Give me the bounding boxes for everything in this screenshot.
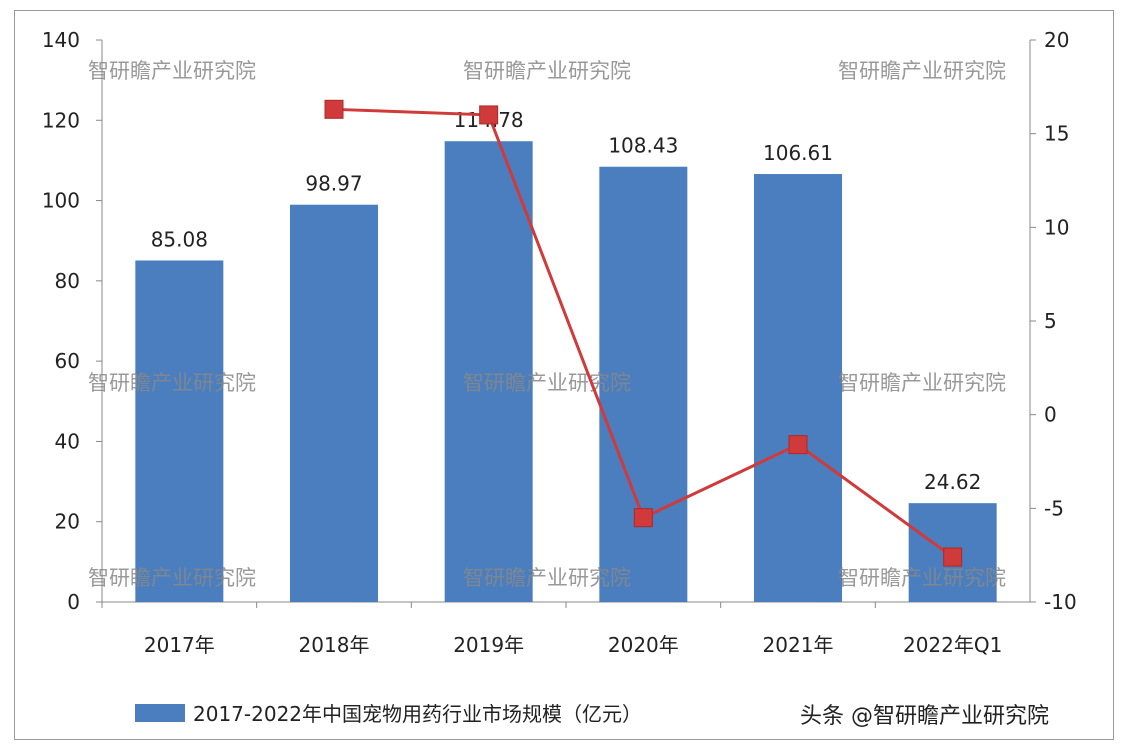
x-tick-label: 2021年 bbox=[763, 633, 834, 657]
bar-data-label: 24.62 bbox=[924, 470, 981, 494]
bar bbox=[444, 141, 533, 602]
line-marker bbox=[324, 99, 344, 119]
bar bbox=[754, 174, 842, 603]
right-tick-label: 15 bbox=[1044, 122, 1069, 146]
footer-watermark: 头条 @智研瞻产业研究院 bbox=[800, 704, 1049, 729]
x-tick-label: 2022年Q1 bbox=[903, 633, 1002, 657]
chart-frame bbox=[14, 10, 1114, 740]
left-tick-label: 20 bbox=[55, 510, 80, 534]
right-tick-label: 10 bbox=[1044, 215, 1069, 239]
watermark-text: 智研瞻产业研究院 bbox=[463, 59, 631, 83]
right-tick-label: -5 bbox=[1044, 496, 1064, 520]
left-tick-label: 100 bbox=[42, 189, 80, 213]
x-tick-label: 2017年 bbox=[144, 633, 215, 657]
right-tick-label: -10 bbox=[1044, 590, 1077, 614]
x-tick-label: 2020年 bbox=[608, 633, 679, 657]
left-tick-label: 60 bbox=[55, 349, 80, 373]
bar bbox=[135, 260, 224, 602]
legend-swatch-bar bbox=[135, 703, 185, 722]
watermark-text: 智研瞻产业研究院 bbox=[838, 566, 1006, 590]
right-tick-label: 20 bbox=[1044, 28, 1069, 52]
legend: 2017-2022年中国宠物用药行业市场规模（亿元） bbox=[135, 698, 642, 727]
watermark-text: 智研瞻产业研究院 bbox=[88, 566, 256, 590]
x-tick-label: 2018年 bbox=[299, 633, 370, 657]
line-marker bbox=[943, 547, 963, 567]
legend-label-bar: 2017-2022年中国宠物用药行业市场规模（亿元） bbox=[193, 702, 643, 726]
bar bbox=[599, 166, 688, 602]
left-tick-label: 80 bbox=[55, 269, 80, 293]
bar-data-label: 106.61 bbox=[763, 141, 833, 165]
bar-data-label: 85.08 bbox=[151, 227, 208, 251]
watermark-text: 智研瞻产业研究院 bbox=[838, 371, 1006, 395]
left-tick-label: 40 bbox=[55, 429, 80, 453]
right-tick-label: 0 bbox=[1044, 403, 1057, 427]
watermark-text: 智研瞻产业研究院 bbox=[838, 59, 1006, 83]
left-tick-label: 140 bbox=[42, 28, 80, 52]
bar-data-label: 108.43 bbox=[608, 134, 678, 158]
watermark-text: 智研瞻产业研究院 bbox=[88, 59, 256, 83]
watermark-text: 智研瞻产业研究院 bbox=[463, 371, 631, 395]
x-tick-label: 2019年 bbox=[453, 633, 524, 657]
line-marker bbox=[479, 105, 499, 125]
left-tick-label: 0 bbox=[67, 590, 80, 614]
watermark-text: 智研瞻产业研究院 bbox=[463, 566, 631, 590]
bar-data-label: 98.97 bbox=[305, 172, 362, 196]
left-tick-label: 120 bbox=[42, 108, 80, 132]
line-marker bbox=[633, 508, 653, 528]
right-tick-label: 5 bbox=[1044, 309, 1057, 333]
bar bbox=[290, 204, 378, 602]
watermark-text: 智研瞻产业研究院 bbox=[88, 371, 256, 395]
line-marker bbox=[788, 435, 808, 455]
